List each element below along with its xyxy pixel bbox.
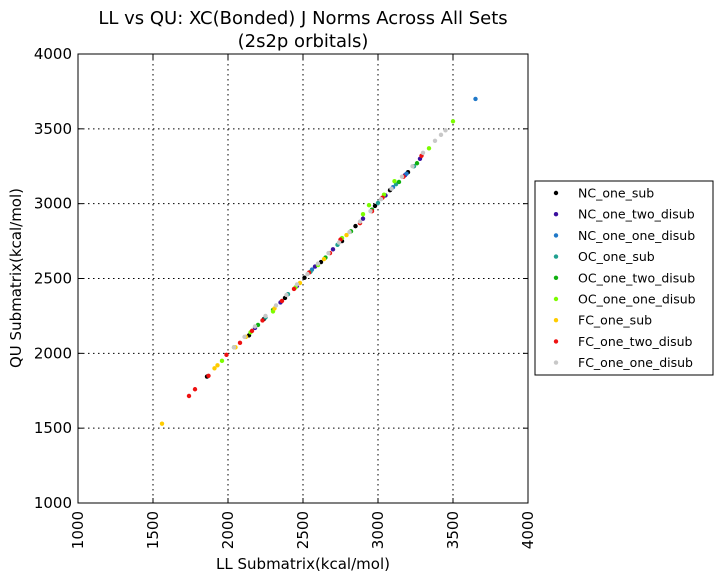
data-point [410, 164, 415, 169]
x-tick-label: 1500 [144, 511, 162, 549]
data-point [420, 150, 426, 155]
data-point [443, 128, 448, 133]
data-point [473, 96, 478, 102]
x-tick-label: 2000 [219, 511, 237, 549]
legend-label: NC_one_one_disub [578, 228, 695, 243]
data-points [159, 96, 478, 426]
legend-marker [553, 318, 559, 323]
chart-subtitle: (2s2p orbitals) [238, 31, 369, 52]
y-axis-label: QU Submatrix(kcal/mol) [7, 188, 25, 368]
data-point [404, 171, 409, 176]
data-point [284, 292, 289, 298]
data-point [357, 219, 363, 224]
legend-frame [534, 180, 714, 376]
data-point [392, 179, 397, 184]
data-point [212, 366, 217, 371]
data-point [366, 202, 372, 208]
y-tick-label: 2500 [34, 270, 72, 288]
legend-marker [553, 296, 559, 302]
data-point [360, 211, 366, 217]
data-point [305, 271, 310, 277]
series-FC_one_one_disub [231, 128, 448, 350]
y-tick-label: 3500 [34, 120, 72, 138]
x-tick-label: 3000 [369, 511, 387, 549]
legend-marker [553, 254, 559, 259]
data-point [360, 216, 366, 221]
legend-marker [553, 360, 559, 365]
y-tick-label: 2000 [34, 344, 72, 362]
data-point [414, 161, 420, 166]
data-point [321, 256, 327, 262]
data-point [353, 223, 358, 229]
data-point [347, 229, 352, 235]
data-point [273, 303, 279, 308]
data-point [450, 119, 456, 124]
data-point [326, 250, 331, 256]
legend-label: NC_one_two_disub [578, 207, 695, 222]
data-point [215, 363, 220, 368]
data-point [336, 240, 342, 245]
data-point [372, 203, 378, 209]
data-point [192, 387, 198, 392]
x-tick-label: 3500 [444, 511, 462, 549]
y-tick-label: 4000 [34, 45, 72, 63]
data-point [159, 421, 165, 426]
legend-label: FC_one_one_disub [578, 355, 693, 370]
chart-title: LL vs QU: XC(Bonded) J Norms Across All … [98, 8, 507, 29]
data-point [263, 313, 268, 319]
data-point [315, 261, 321, 266]
legend-marker [553, 212, 559, 217]
data-point [224, 352, 229, 358]
legend-label: OC_one_sub [578, 249, 655, 264]
data-point [302, 275, 307, 280]
data-point [389, 186, 394, 191]
data-point [242, 334, 247, 340]
legend-label: FC_one_two_disub [578, 334, 693, 349]
x-axis-label: LL Submatrix(kcal/mol) [216, 555, 390, 573]
legend-marker [553, 339, 559, 344]
legend-label: OC_one_two_disub [578, 270, 695, 285]
axis-ticks: 1000 1500 2000 2500 3000 3500 4000 1000 1500 2000… [34, 45, 537, 549]
data-point [330, 247, 336, 252]
x-tick-label: 1000 [69, 511, 87, 549]
y-tick-label: 1500 [34, 419, 72, 437]
data-point [368, 208, 373, 214]
data-point [231, 345, 237, 350]
legend: NC_one_sub NC_one_two_disub NC_one_one_dis… [534, 180, 714, 376]
data-point [260, 318, 265, 323]
data-point [291, 286, 297, 292]
legend-marker [553, 233, 559, 238]
x-tick-label: 4000 [519, 511, 537, 549]
data-point [438, 132, 444, 138]
legend-label: FC_one_sub [578, 313, 652, 328]
data-point [279, 298, 285, 304]
data-point [219, 358, 225, 364]
data-point [399, 174, 405, 179]
data-point [396, 179, 402, 185]
legend-label: NC_one_sub [578, 186, 654, 201]
legend-label: OC_one_one_disub [578, 292, 696, 307]
data-point [344, 232, 349, 238]
data-point [186, 393, 192, 399]
y-tick-label: 1000 [34, 494, 72, 512]
data-point [237, 340, 243, 346]
data-point [426, 146, 432, 151]
legend-marker [553, 190, 559, 196]
data-point [432, 138, 438, 144]
legend-marker [553, 275, 559, 280]
data-point [294, 282, 300, 287]
data-point [206, 373, 211, 378]
x-tick-label: 2500 [294, 511, 312, 549]
data-point [375, 200, 381, 206]
data-point [378, 196, 384, 202]
data-point [249, 328, 255, 334]
y-tick-label: 3000 [34, 195, 72, 213]
data-point [252, 324, 258, 329]
